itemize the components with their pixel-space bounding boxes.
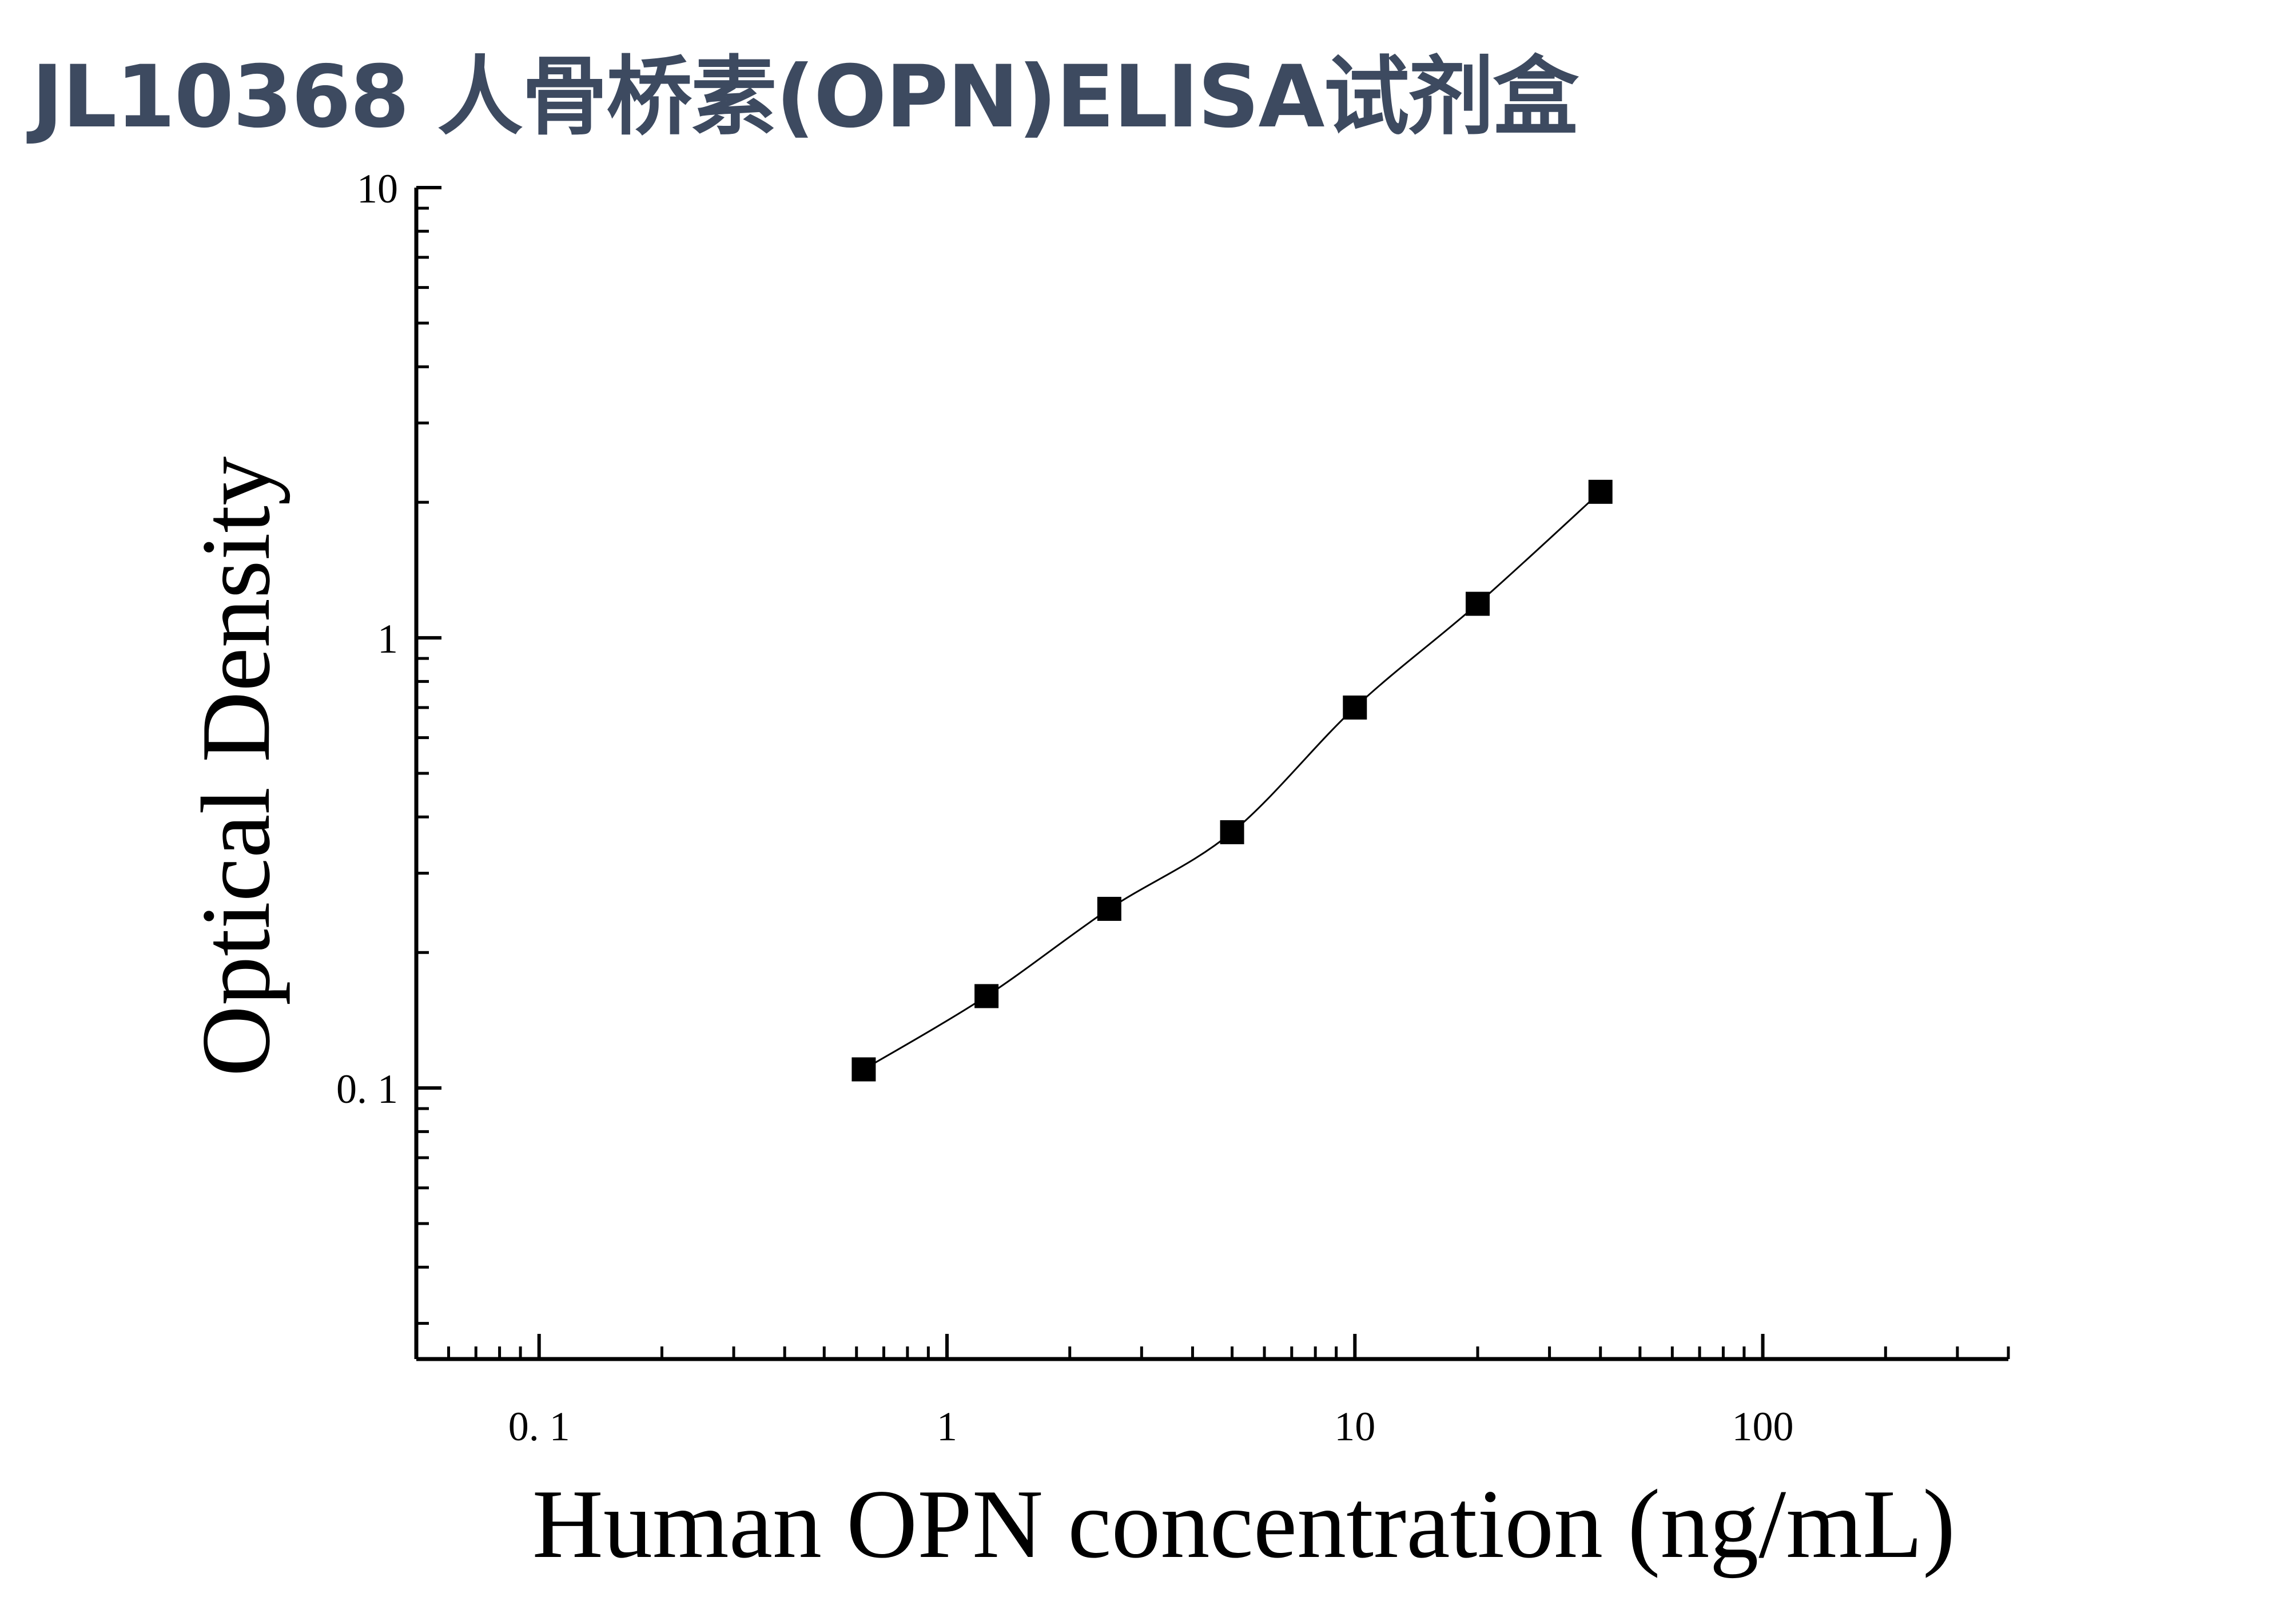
x-tick-label: 10: [1334, 1404, 1375, 1449]
data-point: [851, 1057, 876, 1082]
minor-ticks: [415, 206, 2010, 1359]
data-point: [1220, 820, 1244, 844]
data-point: [1343, 695, 1367, 720]
data-point: [1097, 896, 1121, 921]
major-ticks: [416, 186, 1765, 1359]
data-points: [851, 479, 1613, 1082]
x-axis-label: Human OPN concentration (ng/mL): [532, 1470, 1956, 1579]
y-axis-label: Optical Density: [182, 456, 291, 1076]
chart-title: JL10368 人骨桥素(OPN)ELISA试剂盒: [31, 47, 1579, 147]
data-point: [1466, 591, 1490, 616]
data-point: [1588, 479, 1613, 504]
y-tick-label: 0. 1: [336, 1066, 398, 1112]
axes: [414, 188, 2008, 1361]
data-point: [974, 984, 999, 1008]
fit-curve: [863, 491, 1601, 1070]
tick-labels: 0. 1 1 10 100 0. 1 1 10: [336, 166, 1794, 1449]
y-tick-label: 1: [377, 616, 398, 662]
x-tick-label: 1: [937, 1404, 957, 1449]
y-tick-label: 10: [357, 166, 398, 212]
x-tick-label: 0. 1: [508, 1404, 570, 1449]
x-tick-label: 100: [1732, 1404, 1794, 1449]
